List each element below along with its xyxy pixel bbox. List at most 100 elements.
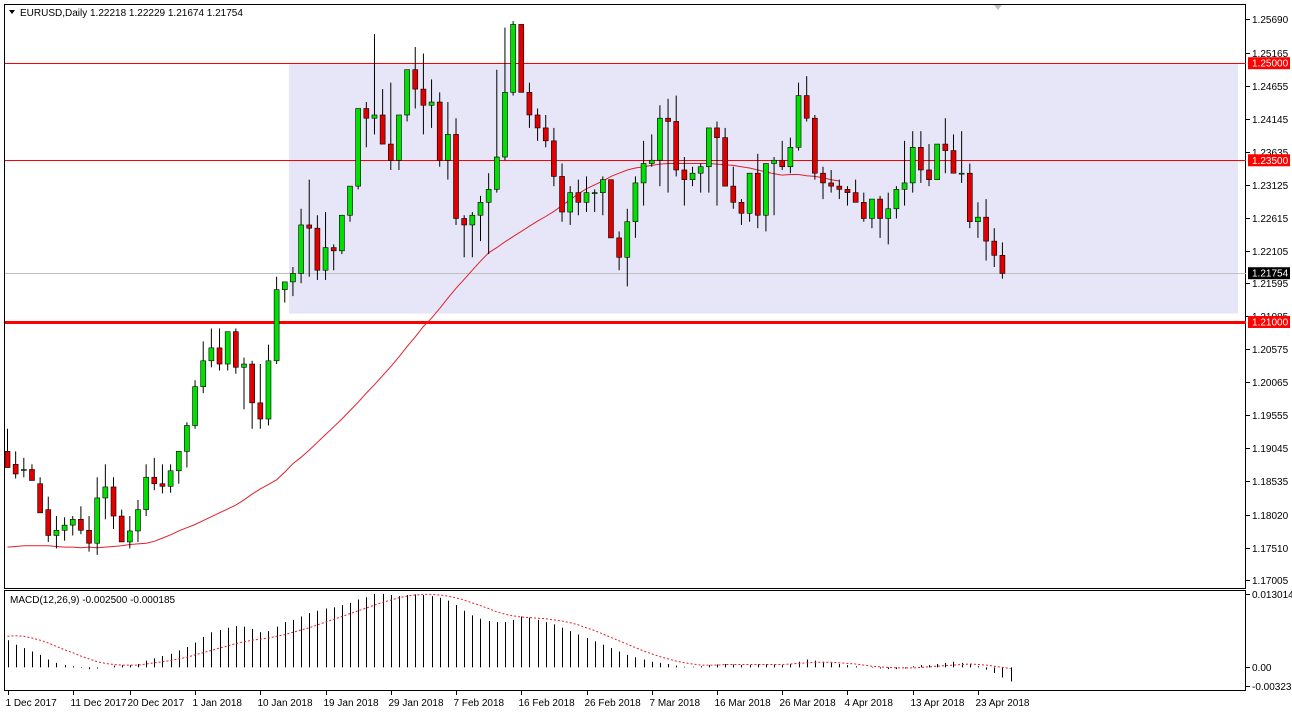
- candle: [860, 192, 867, 222]
- price-tick-label: 1.22105: [1252, 247, 1289, 258]
- candle: [771, 157, 777, 216]
- candle: [754, 153, 761, 229]
- candle-body-bull: [290, 273, 296, 283]
- candle: [306, 179, 313, 277]
- candle: [143, 464, 149, 517]
- axis-layer: 1.25690 1.25165 1.24655 1.24145 1.23635 1.231…: [6, 15, 1292, 709]
- candle-body-bear: [860, 202, 867, 219]
- candle-body-bull: [600, 179, 606, 193]
- candle: [958, 131, 965, 183]
- price-tick-label: 1.21595: [1252, 279, 1289, 290]
- candle-body-bear: [257, 402, 264, 420]
- candle: [559, 163, 565, 222]
- candle: [69, 516, 76, 536]
- macd-tick-label: -0.003238: [1252, 682, 1292, 693]
- candle: [901, 140, 908, 206]
- candle-body-bull: [640, 163, 647, 184]
- candle: [94, 477, 101, 555]
- candle-body-bear: [559, 176, 565, 213]
- candle-body-bear: [233, 331, 239, 368]
- candle: [624, 208, 631, 287]
- candle: [877, 195, 883, 238]
- scroll-marker-icon[interactable]: [994, 5, 1002, 10]
- candle: [681, 157, 688, 206]
- date-tick-label: 10 Jan 2018: [258, 698, 313, 709]
- date-tick-label: 4 Apr 2018: [845, 698, 894, 709]
- candle-body-bull: [273, 289, 280, 362]
- price-tag-label: 1.23500: [1252, 156, 1289, 167]
- candle-body-bull: [208, 347, 215, 362]
- candle: [836, 179, 843, 200]
- candle: [706, 127, 712, 193]
- candle: [991, 228, 998, 268]
- price-tick-label: 1.24145: [1252, 115, 1289, 126]
- candle-body-bull: [404, 69, 410, 116]
- candle-body-bull: [445, 134, 451, 161]
- candle-body-bear: [999, 255, 1006, 274]
- candle-body-bear: [86, 529, 92, 544]
- candle-body-bear: [526, 92, 533, 116]
- candle-body-bear: [942, 143, 949, 151]
- candle: [208, 328, 215, 368]
- macd-panel: [4, 590, 1246, 691]
- price-tick-label: 1.19555: [1252, 411, 1289, 422]
- candle: [167, 464, 174, 493]
- candle-body-bear: [966, 172, 973, 223]
- candle: [428, 79, 435, 128]
- date-tick-label: 11 Dec 2017: [71, 698, 127, 709]
- candle: [102, 464, 109, 520]
- candle-body-bear: [37, 483, 43, 514]
- candle-body-bull: [428, 101, 435, 106]
- candle: [241, 357, 247, 410]
- candle-body-bear: [754, 172, 761, 216]
- candle: [347, 185, 353, 222]
- candle-body-bull: [477, 202, 484, 216]
- candle-body-bear: [779, 159, 786, 168]
- price-tag-box: [1248, 57, 1290, 70]
- candle: [950, 134, 957, 174]
- candle: [216, 328, 223, 371]
- candle-body-bull: [746, 172, 753, 214]
- candle: [37, 477, 43, 514]
- dropdown-triangle-icon[interactable]: [9, 10, 15, 14]
- macd-tick-label: 0.00: [1252, 663, 1272, 674]
- candle-body-bull: [94, 497, 101, 544]
- candle: [322, 212, 329, 280]
- candle-body-bear: [29, 469, 35, 481]
- candle: [828, 169, 834, 193]
- candle: [273, 276, 280, 365]
- candle: [730, 166, 737, 209]
- price-tag-label: 1.21000: [1252, 317, 1289, 328]
- macd-title: MACD(12,26,9) -0.002500 -0.000185: [10, 595, 176, 606]
- candle-body-bear: [12, 464, 19, 475]
- price-tick-label: 1.25690: [1252, 15, 1289, 26]
- candle: [600, 176, 606, 216]
- price-tag-box: [1248, 154, 1290, 167]
- price-tick-label: 1.24655: [1252, 82, 1289, 93]
- candle: [379, 89, 386, 145]
- candle: [159, 464, 166, 494]
- date-tick-label: 26 Feb 2018: [585, 698, 642, 709]
- candle-body-bull: [200, 360, 207, 387]
- date-tick-label: 26 Mar 2018: [780, 698, 837, 709]
- candle-body-bear: [461, 218, 467, 226]
- candle: [575, 179, 582, 216]
- candle: [738, 199, 745, 225]
- candle: [591, 189, 598, 213]
- date-tick-label: 7 Feb 2018: [454, 698, 505, 709]
- candle: [510, 21, 516, 96]
- candle: [453, 118, 459, 225]
- candle: [118, 509, 125, 543]
- candle-body-bear: [118, 515, 125, 543]
- candle-body-bear: [436, 101, 443, 161]
- candle-body-bull: [69, 518, 76, 526]
- candle-body-bear: [738, 202, 745, 214]
- candle-body-bear: [78, 518, 84, 531]
- candle: [893, 186, 900, 219]
- candle-body-bull: [632, 182, 639, 223]
- candle-body-bear: [836, 185, 843, 190]
- candle-body-bull: [771, 159, 777, 164]
- candle-body-bull: [869, 198, 875, 219]
- candle: [135, 499, 141, 542]
